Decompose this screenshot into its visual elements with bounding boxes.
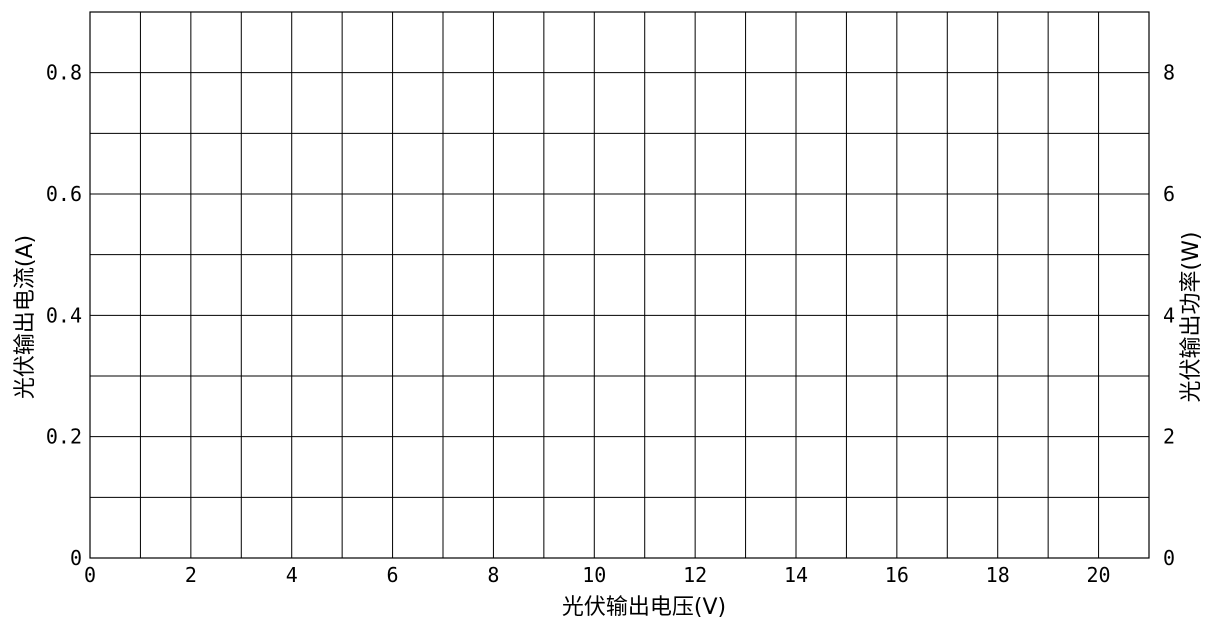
x-tick-label: 14 bbox=[784, 563, 808, 587]
x-tick-label: 18 bbox=[986, 563, 1010, 587]
y-left-tick-label: 0.6 bbox=[46, 182, 82, 206]
x-tick-label: 20 bbox=[1087, 563, 1111, 587]
x-tick-label: 12 bbox=[683, 563, 707, 587]
x-tick-label: 6 bbox=[387, 563, 399, 587]
y-right-tick-label: 0 bbox=[1163, 546, 1175, 570]
y-right-tick-label: 4 bbox=[1163, 303, 1175, 327]
x-tick-label: 0 bbox=[84, 563, 96, 587]
y-right-axis-title: 光伏输出功率(W) bbox=[1179, 232, 1204, 403]
y-right-tick-label: 2 bbox=[1163, 425, 1175, 449]
grid bbox=[90, 12, 1149, 558]
y-left-axis-title: 光伏输出电流(A) bbox=[13, 235, 38, 399]
y-right-tick-label: 8 bbox=[1163, 61, 1175, 85]
y-left-tick-label: 0.4 bbox=[46, 303, 82, 327]
y-left-tick-label: 0.2 bbox=[46, 425, 82, 449]
x-tick-labels: 0 2 4 6 8 10 12 14 16 18 20 bbox=[84, 563, 1111, 587]
x-tick-label: 10 bbox=[582, 563, 606, 587]
x-axis-title: 光伏输出电压(V) bbox=[562, 595, 726, 620]
x-tick-label: 4 bbox=[286, 563, 298, 587]
x-tick-label: 16 bbox=[885, 563, 909, 587]
y-left-tick-label: 0.8 bbox=[46, 61, 82, 85]
plot-frame bbox=[89, 11, 1150, 559]
x-tick-label: 8 bbox=[487, 563, 499, 587]
x-tick-label: 2 bbox=[185, 563, 197, 587]
y-left-tick-labels: 0 0.2 0.4 0.6 0.8 bbox=[46, 61, 82, 570]
y-left-tick-label: 0 bbox=[70, 546, 82, 570]
y-right-tick-labels: 0 2 4 6 8 bbox=[1163, 61, 1175, 570]
y-right-tick-label: 6 bbox=[1163, 182, 1175, 206]
